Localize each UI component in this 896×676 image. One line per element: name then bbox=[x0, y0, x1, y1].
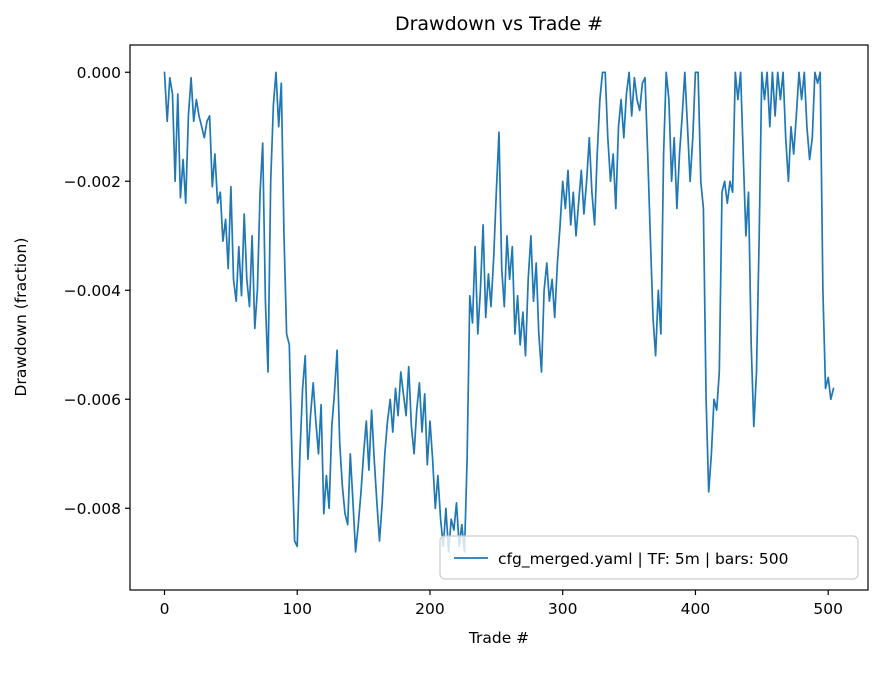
x-axis-label: Trade # bbox=[468, 629, 529, 647]
legend-box bbox=[439, 535, 859, 580]
y-tick-label: −0.004 bbox=[64, 282, 121, 300]
x-tick-label: 300 bbox=[548, 600, 578, 618]
legend: cfg_merged.yaml | TF: 5m | bars: 500 bbox=[439, 535, 859, 580]
x-tick-label: 0 bbox=[160, 600, 170, 618]
y-tick-label: 0.000 bbox=[77, 64, 121, 82]
legend-label: cfg_merged.yaml | TF: 5m | bars: 500 bbox=[498, 550, 788, 569]
x-axis-ticks: 0 100 200 300 400 500 bbox=[160, 590, 843, 618]
y-tick-label: −0.006 bbox=[64, 391, 121, 409]
y-axis-ticks: 0.000 −0.002 −0.004 −0.006 −0.008 bbox=[64, 64, 130, 518]
x-tick-label: 200 bbox=[415, 600, 445, 618]
chart-title: Drawdown vs Trade # bbox=[395, 13, 603, 35]
x-tick-label: 100 bbox=[282, 600, 312, 618]
x-tick-label: 500 bbox=[813, 600, 843, 618]
y-axis-label: Drawdown (fraction) bbox=[12, 238, 30, 397]
x-tick-label: 400 bbox=[681, 600, 711, 618]
drawdown-series-line bbox=[163, 71, 835, 553]
y-tick-label: −0.008 bbox=[64, 500, 121, 518]
y-tick-label: −0.002 bbox=[64, 173, 121, 191]
plot-border bbox=[129, 44, 869, 591]
